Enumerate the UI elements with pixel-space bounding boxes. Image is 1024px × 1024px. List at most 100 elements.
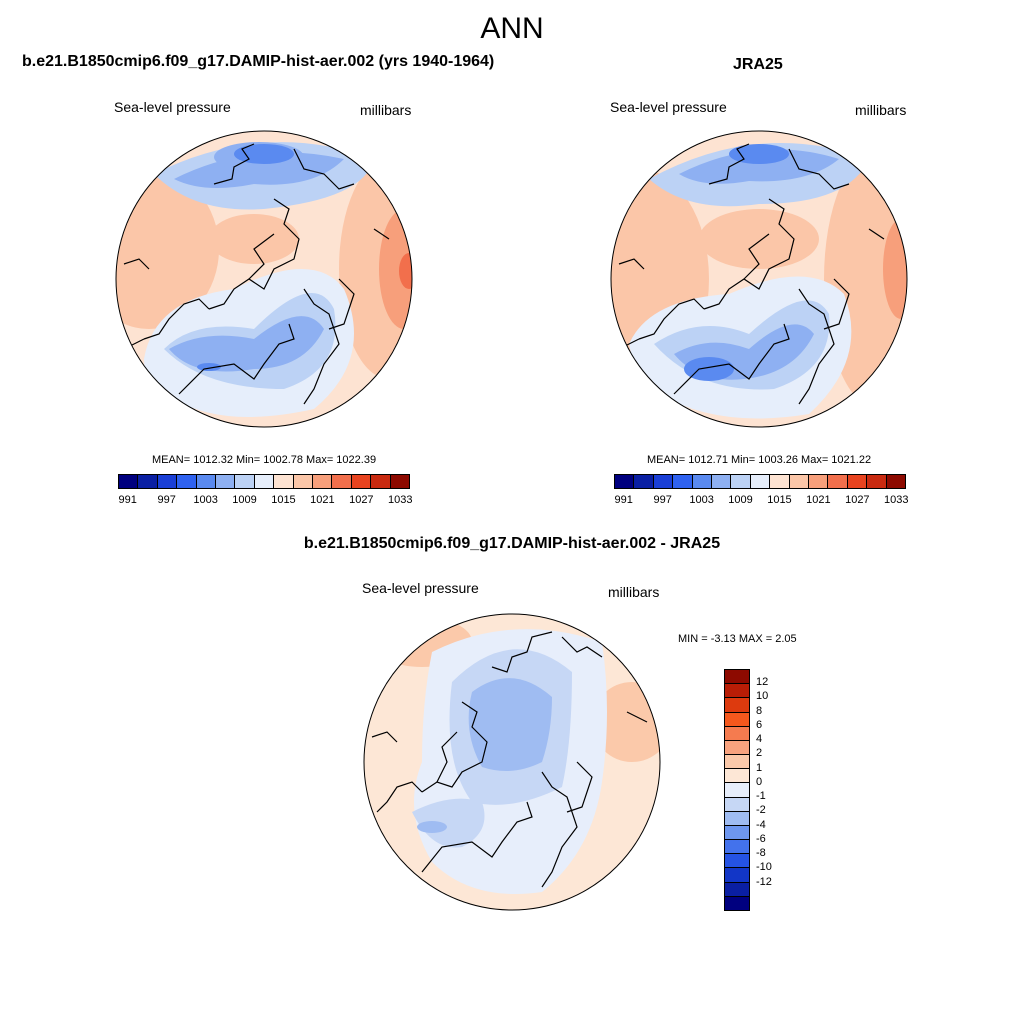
panel2-colorbar-tick-label: 1015 xyxy=(767,494,792,506)
panel1-polar-map xyxy=(115,130,413,428)
diff-colorbar-tick-label: 2 xyxy=(756,747,763,760)
diff-colorbar-box xyxy=(725,712,749,727)
diff-colorbar-box xyxy=(725,698,749,713)
diff-colorbar-tick-label: -12 xyxy=(756,875,772,888)
diff-colorbar-tick-label: -4 xyxy=(756,818,766,831)
panel2-colorbar-tick-label: 1033 xyxy=(884,494,909,506)
panel1-colorbar-box xyxy=(351,475,372,488)
panel2-variable-label: Sea-level pressure xyxy=(610,99,727,115)
diff-colorbar-box xyxy=(725,868,749,883)
panel1-colorbar-box xyxy=(138,475,158,488)
panel1-stats: MEAN= 1012.32 Min= 1002.78 Max= 1022.39 xyxy=(151,454,377,466)
panel2-colorbar-box xyxy=(673,475,693,488)
panel1-colorbar-tick-label: 1033 xyxy=(388,494,413,506)
panel2-pressure-field xyxy=(611,131,907,427)
diff-colorbar xyxy=(724,669,750,911)
panel1-colorbar-tick-label: 991 xyxy=(118,494,137,506)
diff-pressure-field xyxy=(364,614,660,910)
panel2-colorbar-box xyxy=(653,475,674,488)
diff-colorbar-box xyxy=(725,740,749,756)
main-title: ANN xyxy=(480,12,544,45)
diff-colorbar-box xyxy=(725,769,749,784)
diff-colorbar-tick-label: 10 xyxy=(756,690,769,703)
diff-colorbar-box xyxy=(725,854,749,869)
diff-colorbar-box xyxy=(725,825,749,841)
panel1-colorbar-tick-label: 1015 xyxy=(271,494,296,506)
panel1-title: b.e21.B1850cmip6.f09_g17.DAMIP-hist-aer.… xyxy=(22,53,495,70)
panel1-colorbar-box xyxy=(196,475,217,488)
panel1-colorbar-box xyxy=(371,475,391,488)
panel1-colorbar-box xyxy=(235,475,255,488)
diff-variable-label: Sea-level pressure xyxy=(362,580,479,596)
diff-colorbar-box xyxy=(725,811,749,826)
diff-colorbar-tick-label: -6 xyxy=(756,832,766,845)
diff-colorbar-box xyxy=(725,755,749,770)
diff-colorbar-tick-label: 1 xyxy=(756,761,763,774)
panel2-colorbar xyxy=(614,474,906,489)
panel2-colorbar-box xyxy=(789,475,810,488)
diff-colorbar-tick-label: -2 xyxy=(756,804,766,817)
diff-colorbar-tick-label: 0 xyxy=(756,775,763,788)
panel1-colorbar-box xyxy=(390,475,410,488)
panel1-units-label: millibars xyxy=(360,102,412,118)
panel2-polar-map xyxy=(610,130,908,428)
panel2-colorbar-tick-label: 1009 xyxy=(728,494,753,506)
panel1-coastlines xyxy=(123,143,390,405)
diff-colorbar-tick-label: 8 xyxy=(756,704,763,717)
panel1-colorbar-box xyxy=(177,475,197,488)
panel1-colorbar-box xyxy=(216,475,236,488)
panel1-colorbar-tick-label: 1003 xyxy=(193,494,218,506)
diff-colorbar-tick-label: -10 xyxy=(756,861,772,874)
panel1-colorbar-box xyxy=(332,475,352,488)
diff-colorbar-tick-label: 12 xyxy=(756,676,769,689)
panel1-colorbar-box xyxy=(293,475,314,488)
diff-colorbar-tick-label: -8 xyxy=(756,847,766,860)
panel2-stats: MEAN= 1012.71 Min= 1003.26 Max= 1021.22 xyxy=(646,454,872,466)
panel2-colorbar-box xyxy=(828,475,848,488)
panel2-title: JRA25 xyxy=(733,56,783,73)
diff-coastlines xyxy=(371,631,648,888)
diff-colorbar-box xyxy=(725,670,749,685)
panel1-colorbar-tick-label: 1021 xyxy=(310,494,335,506)
panel1-colorbar-box xyxy=(119,475,139,488)
panel2-colorbar-box xyxy=(750,475,771,488)
diff-colorbar-box xyxy=(725,896,749,910)
diff-colorbar-box xyxy=(725,882,749,897)
diff-colorbar-box xyxy=(725,684,749,699)
panel2-colorbar-box xyxy=(615,475,635,488)
diff-colorbar-tick-label: 4 xyxy=(756,733,763,746)
panel1-colorbar-ticks: 991 997 1003 1009 1015 1021 1027 1033 xyxy=(118,494,413,508)
diff-colorbar-tick-label: 6 xyxy=(756,718,763,731)
diff-stats: MIN = -3.13 MAX = 2.05 xyxy=(678,633,797,645)
panel2-colorbar-box xyxy=(634,475,654,488)
panel2-colorbar-box xyxy=(867,475,887,488)
panel2-colorbar-box xyxy=(712,475,732,488)
panel2-colorbar-box xyxy=(770,475,790,488)
diff-colorbar-box xyxy=(725,726,749,741)
diff-colorbar-tick-label: -1 xyxy=(756,790,766,803)
diff-colorbar-box xyxy=(725,840,749,855)
diff-polar-map xyxy=(363,613,661,911)
diff-colorbar-box xyxy=(725,797,749,812)
panel2-colorbar-ticks: 991 997 1003 1009 1015 1021 1027 1033 xyxy=(614,494,909,508)
diff-colorbar-ticks: 12 10 8 6 4 2 1 0 -1 -2 -4 -6 -8 -10 -12 xyxy=(756,669,796,911)
panel1-pressure-field xyxy=(116,131,412,427)
panel1-colorbar-tick-label: 1027 xyxy=(349,494,374,506)
panel2-colorbar-tick-label: 997 xyxy=(653,494,672,506)
diff-colorbar-box xyxy=(725,783,749,798)
panel2-colorbar-tick-label: 1021 xyxy=(806,494,831,506)
panel1-colorbar-box xyxy=(157,475,178,488)
panel1-colorbar xyxy=(118,474,410,489)
panel2-colorbar-tick-label: 1003 xyxy=(689,494,714,506)
panel1-colorbar-box xyxy=(313,475,333,488)
panel2-colorbar-box xyxy=(847,475,868,488)
panel2-colorbar-tick-label: 991 xyxy=(614,494,633,506)
panel1-colorbar-box xyxy=(274,475,294,488)
panel1-colorbar-tick-label: 997 xyxy=(157,494,176,506)
panel2-colorbar-box xyxy=(692,475,713,488)
panel2-colorbar-box xyxy=(809,475,829,488)
panel1-variable-label: Sea-level pressure xyxy=(114,99,231,115)
panel2-units-label: millibars xyxy=(855,102,907,118)
panel2-colorbar-tick-label: 1027 xyxy=(845,494,870,506)
panel2-colorbar-box xyxy=(731,475,751,488)
